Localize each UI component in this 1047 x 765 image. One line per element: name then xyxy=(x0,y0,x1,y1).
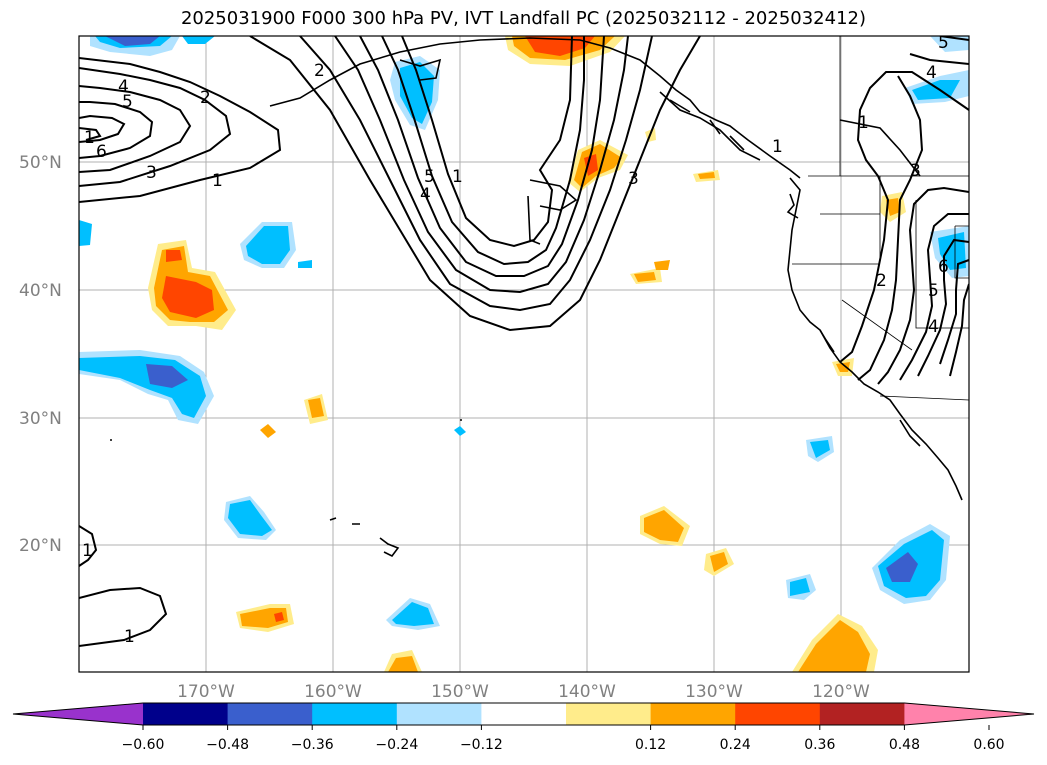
pv-shading xyxy=(79,36,969,672)
contour-label: 2 xyxy=(314,61,325,81)
contour-label: 5 xyxy=(928,281,939,301)
contour-label: 4 xyxy=(118,77,129,97)
contour-label: 5 xyxy=(938,33,949,53)
lat-label: 40°N xyxy=(19,281,62,301)
contour-label: 6 xyxy=(938,257,949,277)
pv-contours xyxy=(79,36,969,647)
colorbar-segment xyxy=(650,703,736,725)
colorbar-segment xyxy=(735,703,821,725)
colorbar-tick-label: −0.24 xyxy=(375,737,418,753)
lon-label: 130°W xyxy=(685,682,743,702)
contour-label: 3 xyxy=(910,161,921,181)
colorbar-tick-label: 0.36 xyxy=(804,737,835,753)
contour-label: 4 xyxy=(420,185,431,205)
map-panel xyxy=(79,36,969,672)
lat-label: 50°N xyxy=(19,153,62,173)
colorbar-tick-label: 0.60 xyxy=(973,737,1004,753)
colorbar-segment xyxy=(143,703,229,725)
contour-label: 4 xyxy=(926,63,937,83)
lat-label: 30°N xyxy=(19,409,62,429)
map-title: 2025031900 F000 300 hPa PV, IVT Landfall… xyxy=(180,8,867,29)
map-frame xyxy=(78,35,970,673)
colorbar-tick-label: −0.12 xyxy=(460,737,503,753)
contour-label: 1 xyxy=(772,137,783,157)
colorbar-tick-label: −0.36 xyxy=(291,737,334,753)
contour-label: 6 xyxy=(96,142,107,162)
lon-label: 120°W xyxy=(812,682,870,702)
colorbar-segment xyxy=(312,703,398,725)
lon-label: 150°W xyxy=(431,682,489,702)
latitude-labels: 50°N 40°N 30°N 20°N xyxy=(19,153,62,556)
contour-label: 1 xyxy=(84,128,95,148)
colorbar-tick-label: 0.12 xyxy=(635,737,666,753)
lon-label: 140°W xyxy=(558,682,616,702)
lat-label: 20°N xyxy=(19,536,62,556)
colorbar-extend-low xyxy=(13,703,143,725)
colorbar xyxy=(12,702,1035,726)
contour-label: 1 xyxy=(212,171,223,191)
colorbar-tick-label: −0.60 xyxy=(122,737,165,753)
contour-label: 3 xyxy=(628,169,639,189)
contour-label: 1 xyxy=(82,541,93,561)
colorbar-tick-label: −0.48 xyxy=(206,737,249,753)
colorbar-segment xyxy=(396,703,482,725)
colorbar-segment xyxy=(819,703,905,725)
contour-label: 2 xyxy=(200,88,211,108)
contour-labels: 4 5 2 1 6 3 1 2 5 4 1 3 1 5 4 1 3 2 6 5 … xyxy=(82,33,949,647)
contour-label: 3 xyxy=(146,163,157,183)
lon-label: 160°W xyxy=(304,682,362,702)
contour-label: 4 xyxy=(928,317,939,337)
contour-label: 1 xyxy=(452,167,463,187)
contour-label: 1 xyxy=(858,113,869,133)
colorbar-segment xyxy=(566,703,652,725)
lon-label: 170°W xyxy=(177,682,235,702)
contour-label: 5 xyxy=(424,167,435,187)
contour-label: 1 xyxy=(124,627,135,647)
colorbar-tick-label: 0.48 xyxy=(889,737,920,753)
colorbar-extend-high xyxy=(904,703,1034,725)
colorbar-segment xyxy=(481,703,567,725)
contour-label: 2 xyxy=(876,271,887,291)
contour-label: 5 xyxy=(122,92,133,112)
colorbar-tick-label: 0.24 xyxy=(720,737,751,753)
colorbar-ticks: −0.60 −0.48 −0.36 −0.24 −0.12 0.12 0.24 0.36 0.4… xyxy=(122,725,1005,753)
colorbar-segment xyxy=(227,703,313,725)
longitude-labels: 170°W 160°W 150°W 140°W 130°W 120°W xyxy=(177,682,870,702)
